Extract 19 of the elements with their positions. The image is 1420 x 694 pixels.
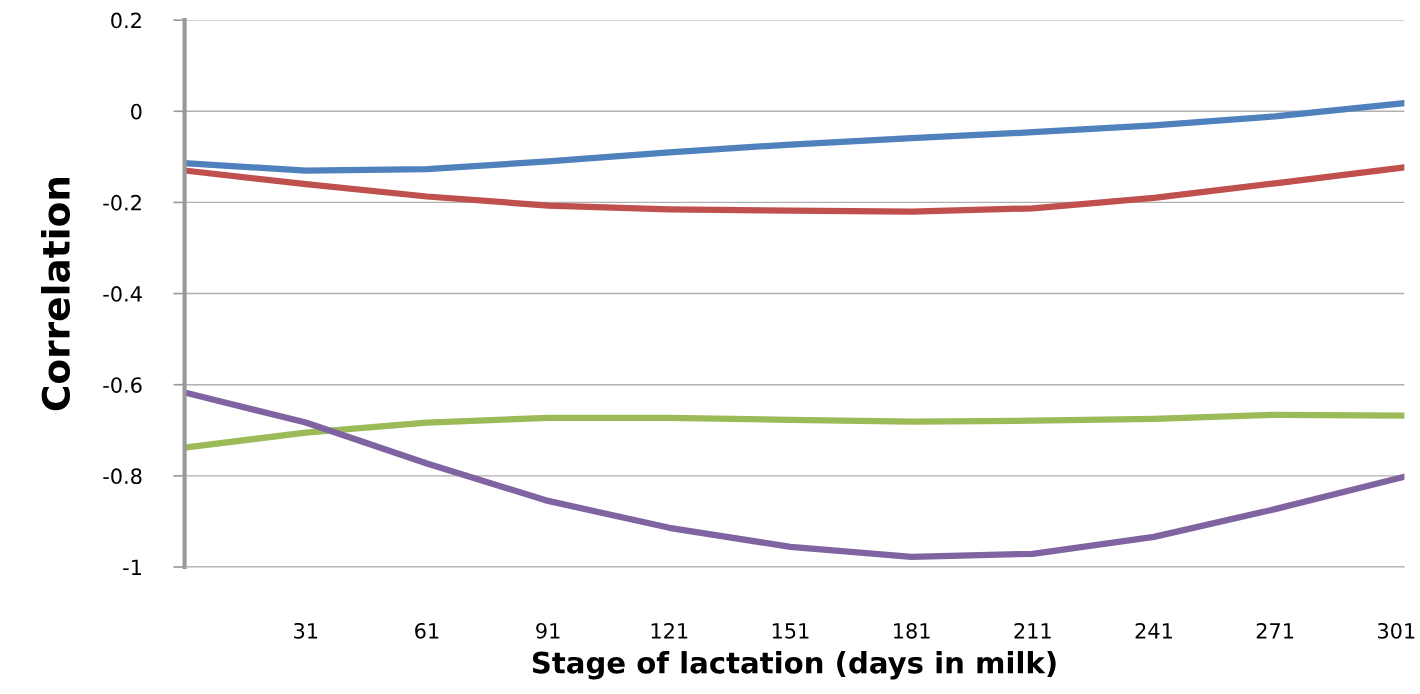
y-axis-title: Correlation xyxy=(40,177,71,411)
x-tick-label: 151 xyxy=(772,623,809,639)
x-tick-label: 61 xyxy=(415,622,439,639)
y-tick-label: 0.2 xyxy=(111,12,141,29)
y-tick-label: -0.8 xyxy=(103,468,142,485)
x-tick-label: 181 xyxy=(894,622,930,639)
x-tick-label: 121 xyxy=(651,622,688,639)
x-tick-label: 301 xyxy=(1378,622,1415,639)
y-tick-label: -0.6 xyxy=(103,377,142,393)
x-tick-label: 91 xyxy=(536,622,560,639)
x-tick-label: 271 xyxy=(1256,622,1294,639)
y-tick-label: -0.2 xyxy=(103,194,141,211)
x-axis-title: Stage of lactation (days in milk) xyxy=(532,651,1056,680)
x-tick-label: 241 xyxy=(1135,622,1172,639)
y-tick-label: -1 xyxy=(123,559,142,575)
y-tick-label: -0.4 xyxy=(103,286,142,302)
x-tick-label: 211 xyxy=(1014,622,1051,639)
y-tick-label: 0 xyxy=(131,103,142,120)
x-tick-label: 31 xyxy=(294,622,318,639)
